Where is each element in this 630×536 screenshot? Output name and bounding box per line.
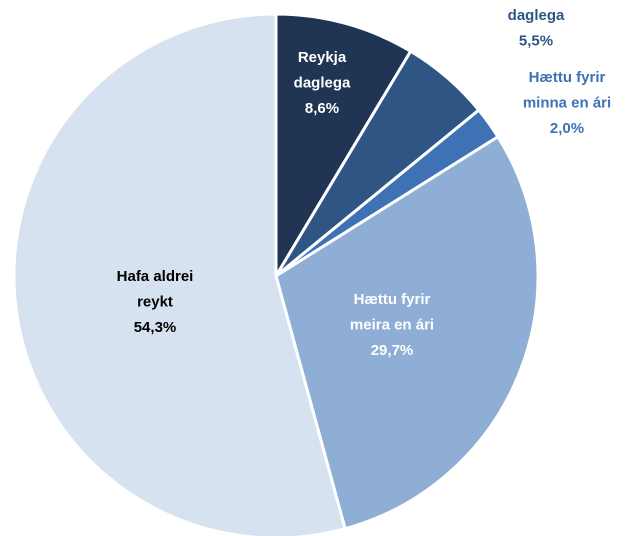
slice-label: Hættu fyrir	[529, 69, 606, 86]
slice-label: reykt	[137, 293, 173, 310]
value-label: 54,3%	[134, 319, 177, 336]
slice-label: Reykja	[298, 49, 347, 66]
pie-slice	[274, 134, 540, 531]
slice-label: Hafa aldrei	[117, 268, 194, 285]
value-label: 5,5%	[519, 32, 553, 49]
value-label: 29,7%	[371, 342, 414, 359]
value-label: 8,6%	[305, 100, 339, 117]
pie-slice	[274, 12, 413, 282]
slice-label: daglega	[294, 74, 351, 91]
slice-label: meira en ári	[350, 316, 434, 333]
value-label: 2,0%	[550, 120, 584, 137]
pie-slice	[12, 12, 347, 536]
slice-label: minna en ári	[523, 94, 611, 111]
slice-label: Hættu fyrir	[354, 291, 431, 308]
slice-label: daglega	[508, 7, 565, 24]
